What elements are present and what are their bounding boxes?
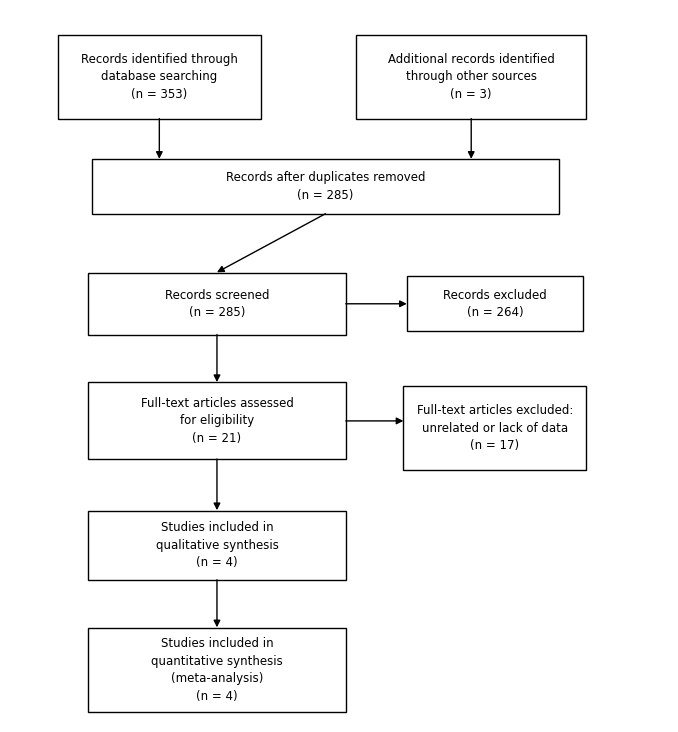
FancyBboxPatch shape	[88, 273, 346, 335]
FancyBboxPatch shape	[88, 627, 346, 712]
Text: Studies included in
quantitative synthesis
(meta-analysis)
(n = 4): Studies included in quantitative synthes…	[151, 637, 283, 703]
FancyBboxPatch shape	[407, 277, 583, 331]
Text: Records after duplicates removed
(n = 285): Records after duplicates removed (n = 28…	[226, 171, 425, 202]
Text: Records identified through
database searching
(n = 353): Records identified through database sear…	[81, 53, 238, 101]
FancyBboxPatch shape	[88, 382, 346, 460]
FancyBboxPatch shape	[88, 511, 346, 580]
FancyBboxPatch shape	[403, 386, 586, 471]
Text: Records excluded
(n = 264): Records excluded (n = 264)	[443, 288, 547, 319]
FancyBboxPatch shape	[356, 34, 586, 119]
Text: Additional records identified
through other sources
(n = 3): Additional records identified through ot…	[388, 53, 555, 101]
Text: Full-text articles assessed
for eligibility
(n = 21): Full-text articles assessed for eligibil…	[140, 397, 294, 445]
FancyBboxPatch shape	[58, 34, 261, 119]
FancyBboxPatch shape	[92, 160, 559, 214]
Text: Full-text articles excluded:
unrelated or lack of data
(n = 17): Full-text articles excluded: unrelated o…	[417, 404, 573, 452]
Text: Records screened
(n = 285): Records screened (n = 285)	[165, 288, 269, 319]
Text: Studies included in
qualitative synthesis
(n = 4): Studies included in qualitative synthesi…	[155, 521, 279, 569]
